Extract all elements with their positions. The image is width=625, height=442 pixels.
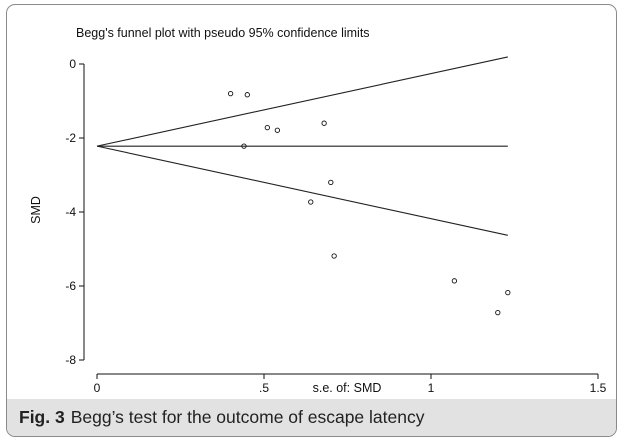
data-points xyxy=(227,90,511,316)
x-tick-label: .5 xyxy=(259,381,269,395)
y-tick-label: -8 xyxy=(65,353,76,367)
data-point xyxy=(264,124,270,131)
funnel-plot: Begg's funnel plot with pseudo 95% confi… xyxy=(29,26,607,395)
y-tick-label: 0 xyxy=(69,57,76,71)
funnel-lines xyxy=(96,56,508,236)
figure-caption: Fig. 3 Begg’s test for the outcome of es… xyxy=(7,399,616,436)
data-point xyxy=(505,290,511,296)
data-point xyxy=(331,253,337,259)
x-axis-label: s.e. of: SMD xyxy=(313,381,382,395)
x-tick-label: 1 xyxy=(428,381,435,395)
y-tick-label: -2 xyxy=(65,131,76,145)
y-tick-label: -4 xyxy=(65,205,76,219)
data-point xyxy=(227,90,234,97)
axes: 0 -2 -4 -6 -8 0 .5 1 1.5 xyxy=(65,57,606,395)
y-tick-label: -6 xyxy=(65,279,76,293)
data-point xyxy=(241,143,247,149)
caption-label: Fig. 3 xyxy=(19,407,65,427)
upper-confidence-limit-line xyxy=(96,56,508,147)
data-point xyxy=(451,278,458,284)
data-point xyxy=(495,309,501,316)
x-tick-label: 1.5 xyxy=(590,381,607,395)
data-point xyxy=(274,127,281,133)
chart-title: Begg's funnel plot with pseudo 95% confi… xyxy=(76,26,370,40)
caption-text: Begg’s test for the outcome of escape la… xyxy=(70,407,425,427)
data-point xyxy=(328,179,334,186)
data-point xyxy=(321,120,327,126)
figure-frame: Begg's funnel plot with pseudo 95% confi… xyxy=(6,4,617,437)
data-point xyxy=(308,199,314,205)
x-tick-label: 0 xyxy=(94,381,101,395)
lower-confidence-limit-line xyxy=(96,145,508,236)
y-axis-label: SMD xyxy=(29,196,43,224)
data-point xyxy=(244,92,250,98)
